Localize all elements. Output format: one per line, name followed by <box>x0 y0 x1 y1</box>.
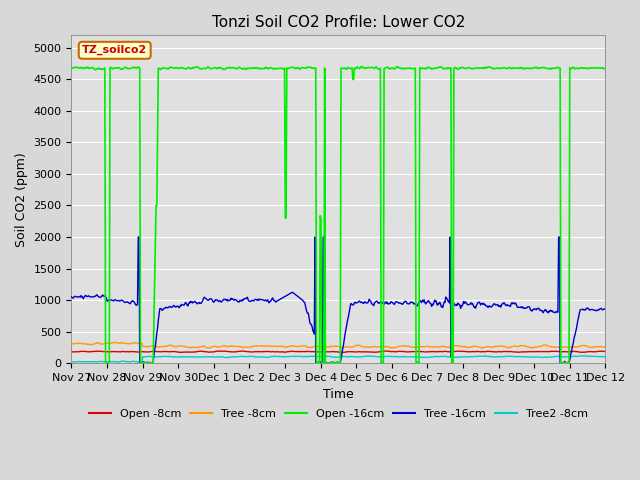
Text: TZ_soilco2: TZ_soilco2 <box>82 45 147 55</box>
Title: Tonzi Soil CO2 Profile: Lower CO2: Tonzi Soil CO2 Profile: Lower CO2 <box>212 15 465 30</box>
Y-axis label: Soil CO2 (ppm): Soil CO2 (ppm) <box>15 152 28 247</box>
X-axis label: Time: Time <box>323 388 354 401</box>
Legend: Open -8cm, Tree -8cm, Open -16cm, Tree -16cm, Tree2 -8cm: Open -8cm, Tree -8cm, Open -16cm, Tree -… <box>84 404 593 423</box>
